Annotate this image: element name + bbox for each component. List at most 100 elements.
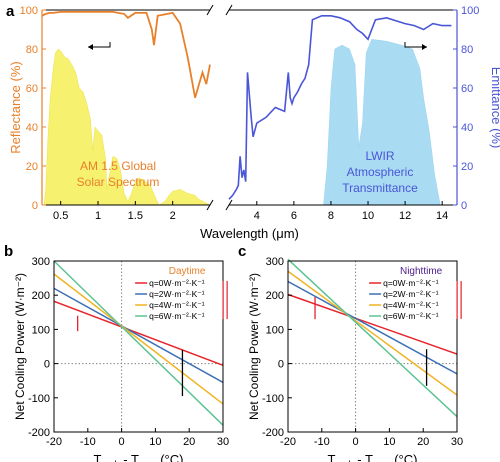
- axis-break-mark: [225, 4, 233, 16]
- label-segment: T: [94, 452, 102, 462]
- x-tick-label: 1.5: [128, 210, 143, 222]
- label-segment: amb: [101, 459, 119, 462]
- x-tick-label: 20: [183, 436, 195, 448]
- right-arrow-icon: [404, 42, 427, 48]
- x-tick-label: 4: [254, 210, 260, 222]
- y-tick-label-right: 100: [461, 5, 479, 17]
- panel-title: Daytime: [169, 266, 206, 277]
- label-segment: sam: [139, 459, 157, 462]
- x-tick-label: 0.5: [53, 210, 68, 222]
- label-segment: amb: [335, 459, 353, 462]
- legend-label: q=2W·m⁻²·K⁻¹: [149, 289, 205, 299]
- y-tick-label: 200: [266, 290, 284, 302]
- x-tick-label: -10: [80, 436, 96, 448]
- y-tick-label: -200: [28, 427, 50, 439]
- series-line-q6: [53, 260, 224, 426]
- label-segment: sam: [373, 459, 391, 462]
- x-tick-label: 14: [436, 210, 448, 222]
- y-axis-title-right: Emittance (%): [489, 67, 500, 149]
- right-arrow-icon: [422, 44, 427, 50]
- legend-label: q=0W·m⁻²·K⁻¹: [149, 278, 205, 288]
- x-axis-title: Wavelength (μm): [200, 226, 299, 241]
- legend-label: q=6W·m⁻²·K⁻¹: [383, 311, 439, 321]
- y-tick-label: 200: [32, 290, 50, 302]
- y-tick-label-left: 40: [26, 122, 38, 134]
- plot-frame: [53, 260, 224, 433]
- y-tick-label: 300: [266, 256, 284, 268]
- x-tick-label: 2: [170, 210, 176, 222]
- y-axis-title: Net Cooling Power (W·m⁻²): [247, 273, 261, 420]
- x-tick-label: 10: [362, 210, 374, 222]
- legend-label: q=6W·m⁻²·K⁻¹: [149, 311, 205, 321]
- y-tick-label-left: 0: [32, 200, 38, 212]
- series-line-q4: [287, 270, 458, 396]
- x-tick-label: 10: [149, 436, 161, 448]
- x-tick-label: 12: [399, 210, 411, 222]
- x-tick-label: -20: [280, 436, 296, 448]
- legend-label: q=2W·m⁻²·K⁻¹: [383, 289, 439, 299]
- solar-spectrum-area: [43, 48, 211, 206]
- series-line-q0: [287, 293, 458, 355]
- y-tick-label: 0: [278, 359, 284, 371]
- left-arrow-icon: [88, 42, 111, 48]
- y-tick-label-left: 80: [26, 44, 38, 56]
- series-line-q4: [53, 273, 224, 405]
- label-segment: T: [328, 452, 336, 462]
- lwir-label: Transmittance: [342, 181, 418, 195]
- series-line-q0: [53, 300, 224, 367]
- series-line-q2: [287, 280, 458, 375]
- lwir-transmittance-area: [323, 39, 441, 206]
- y-tick-label: 300: [32, 256, 50, 268]
- panel-label-b: b: [4, 243, 13, 260]
- x-axis-title: Tamb​ - Tsam​ (°C): [328, 452, 418, 462]
- x-tick-label: -20: [46, 436, 62, 448]
- legend-label: q=4W·m⁻²·K⁻¹: [149, 300, 205, 310]
- y-tick-label-right: 0: [461, 200, 467, 212]
- y-tick-label-right: 20: [461, 161, 473, 173]
- axis-break-mark: [206, 4, 214, 16]
- x-tick-label: 10: [383, 436, 395, 448]
- y-tick-label: 100: [32, 324, 50, 336]
- solar-spectrum-label: AM 1.5 Global: [80, 159, 156, 173]
- x-tick-label: 6: [291, 210, 297, 222]
- x-tick-label: -10: [314, 436, 330, 448]
- panel-label-a: a: [6, 3, 15, 20]
- panel-label-c: c: [238, 243, 246, 260]
- lwir-label: LWIR: [365, 149, 394, 163]
- series-line-q6: [287, 258, 458, 418]
- x-tick-label: 20: [417, 436, 429, 448]
- label-segment: (°C): [157, 452, 184, 462]
- left-arrow-icon: [88, 44, 93, 50]
- x-tick-label: 8: [328, 210, 334, 222]
- panel-title: Nighttime: [400, 266, 443, 277]
- y-tick-label: -200: [262, 427, 284, 439]
- label-segment: - T: [120, 452, 139, 462]
- y-axis-title: Net Cooling Power (W·m⁻²): [13, 273, 27, 420]
- y-axis-title-left: Reflectance (%): [8, 61, 23, 153]
- y-tick-label-right: 80: [461, 44, 473, 56]
- label-segment: - T: [354, 452, 373, 462]
- series-line-q2: [53, 287, 224, 384]
- y-tick-label-left: 100: [20, 5, 38, 17]
- y-tick-label: 0: [44, 359, 50, 371]
- x-axis-title: Tamb​ - Tsam​ (°C): [94, 452, 184, 462]
- reflectance-line: [41, 11, 211, 98]
- label-segment: (°C): [391, 452, 418, 462]
- plot-frame: [287, 260, 458, 433]
- x-tick-label: 30: [451, 436, 463, 448]
- y-tick-label: 100: [266, 324, 284, 336]
- lwir-label: Atmospheric: [347, 165, 414, 179]
- y-tick-label-right: 60: [461, 83, 473, 95]
- x-tick-label: 0: [353, 436, 359, 448]
- y-tick-label-left: 60: [26, 83, 38, 95]
- y-tick-label-right: 40: [461, 122, 473, 134]
- legend-label: q=0W·m⁻²·K⁻¹: [383, 278, 439, 288]
- x-tick-label: 0: [119, 436, 125, 448]
- y-tick-label-left: 20: [26, 161, 38, 173]
- y-tick-label: -100: [262, 393, 284, 405]
- solar-spectrum-label: Solar Spectrum: [77, 175, 160, 189]
- y-tick-label: -100: [28, 393, 50, 405]
- axis-break-mark: [225, 199, 233, 211]
- emittance-line: [228, 15, 452, 200]
